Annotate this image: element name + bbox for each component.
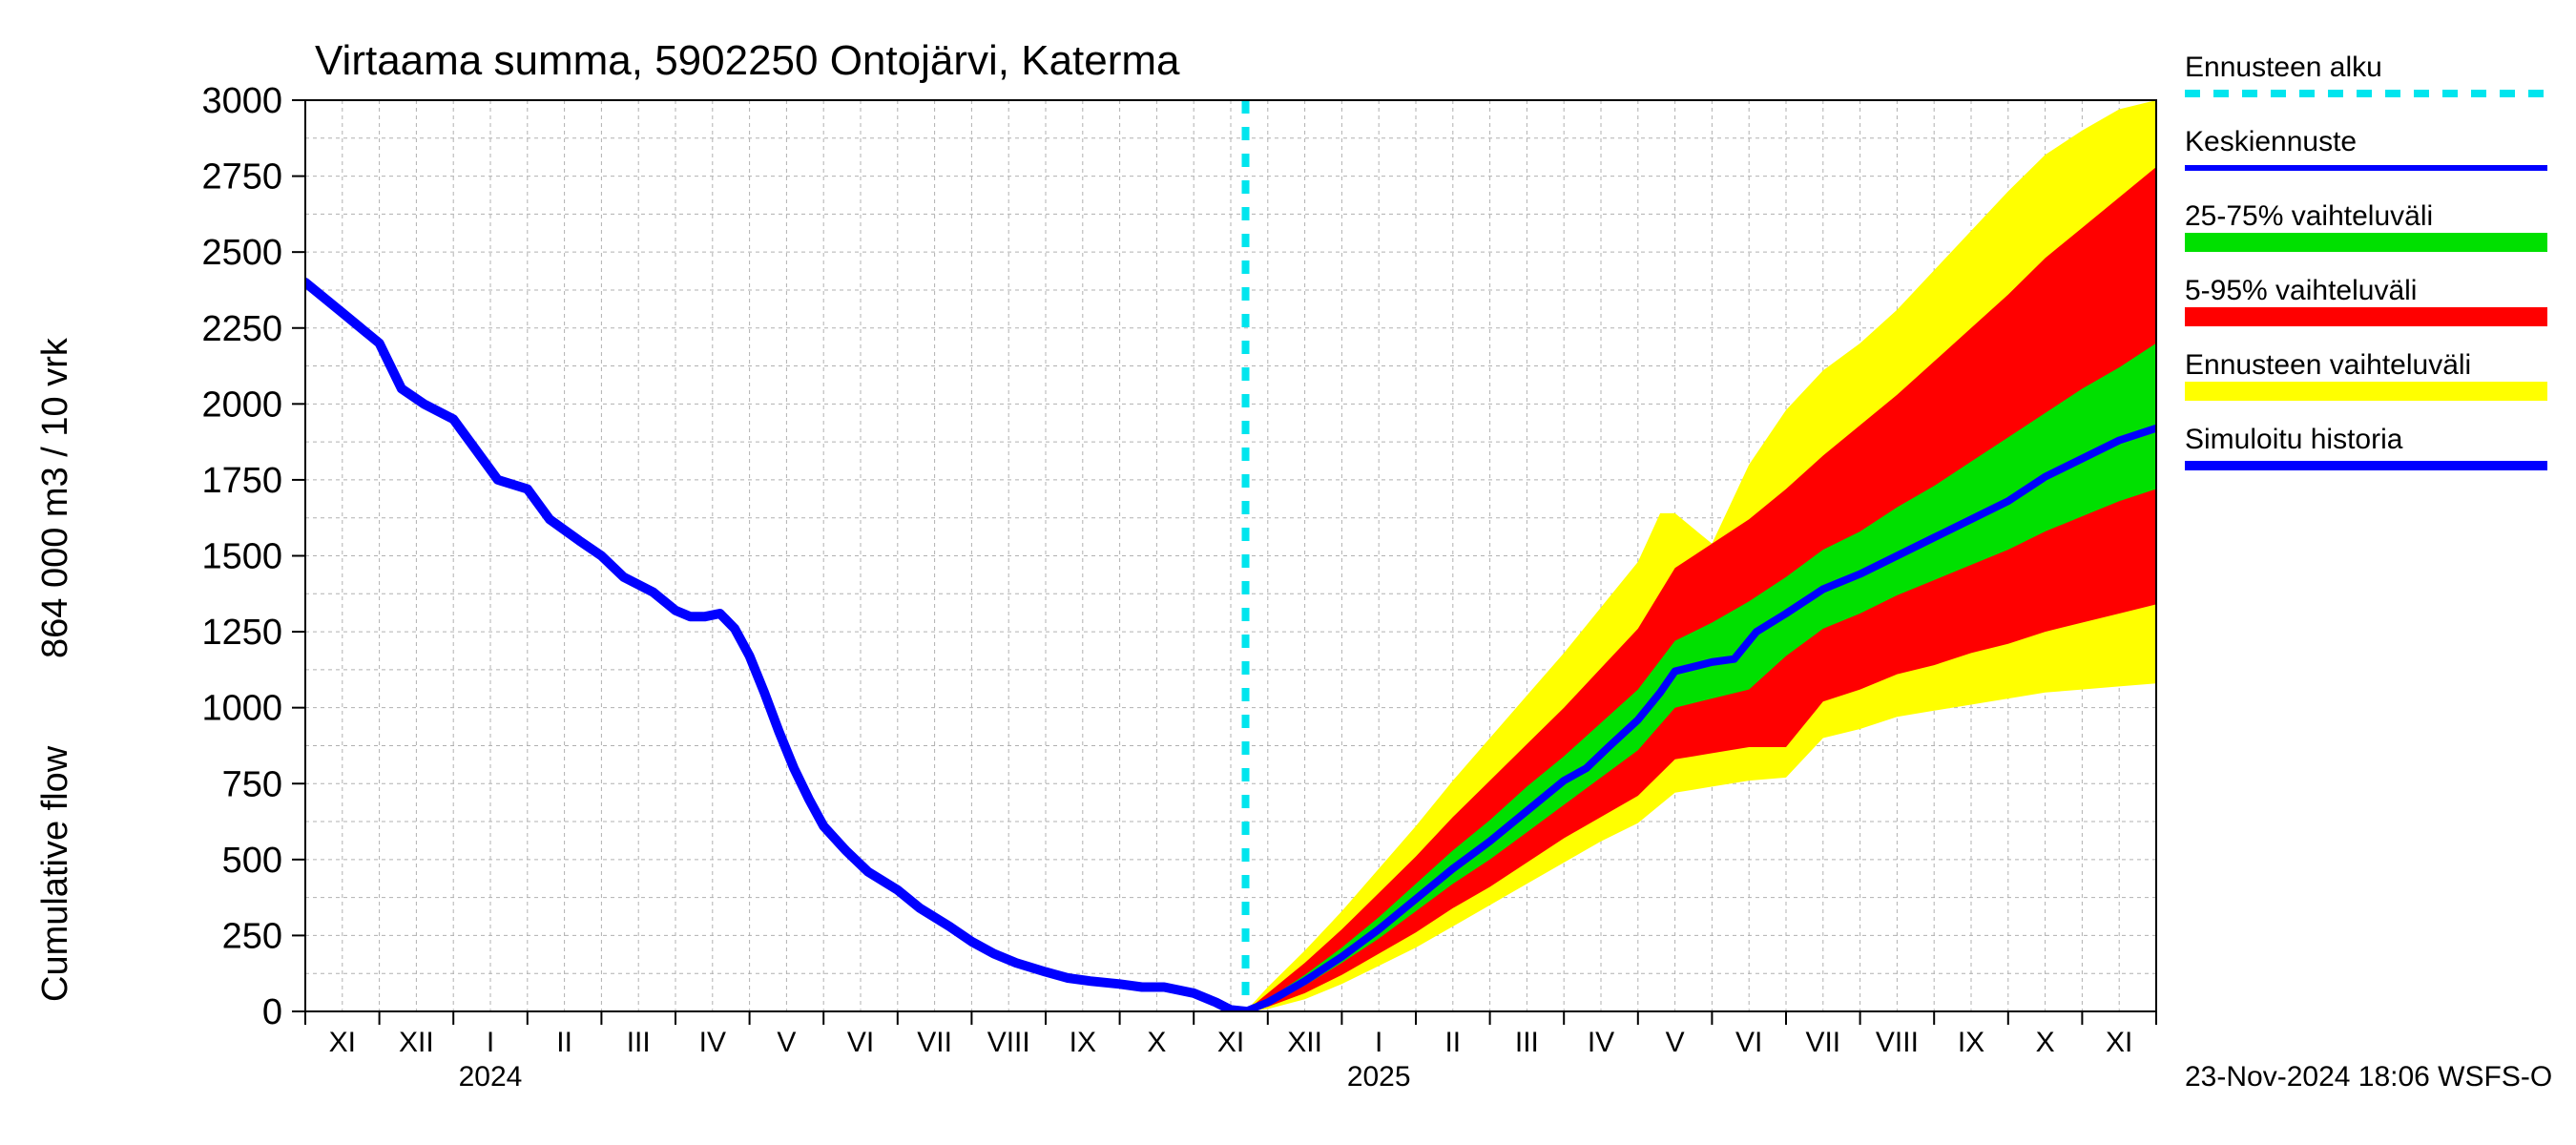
ytick-label: 3000 bbox=[201, 81, 282, 121]
ytick-label: 2000 bbox=[201, 385, 282, 425]
year-label: 2025 bbox=[1347, 1061, 1411, 1093]
xtick-label: V bbox=[777, 1027, 796, 1058]
legend-label: Keskiennuste bbox=[2185, 126, 2357, 157]
ytick-label: 1250 bbox=[201, 613, 282, 653]
xtick-label: VI bbox=[847, 1027, 874, 1058]
xtick-label: III bbox=[1515, 1027, 1539, 1058]
footer-timestamp: 23-Nov-2024 18:06 WSFS-O bbox=[2185, 1061, 2552, 1093]
xtick-label: II bbox=[556, 1027, 572, 1058]
ytick-label: 1500 bbox=[201, 537, 282, 577]
legend-label: 5-95% vaihteluväli bbox=[2185, 275, 2417, 306]
xtick-label: XII bbox=[399, 1027, 434, 1058]
legend-label: 25-75% vaihteluväli bbox=[2185, 200, 2433, 232]
chart-svg: 0 250 500 750 1000 1250 1500 1750 2000 2250 2500 27… bbox=[0, 0, 2576, 1145]
xtick-label: VIII bbox=[987, 1027, 1030, 1058]
xtick-label: XII bbox=[1287, 1027, 1322, 1058]
xtick-label: XI bbox=[329, 1027, 356, 1058]
xtick-label: II bbox=[1444, 1027, 1461, 1058]
ytick-label: 1750 bbox=[201, 461, 282, 501]
xtick-label: IX bbox=[1958, 1027, 1984, 1058]
ytick-label: 500 bbox=[222, 841, 282, 881]
xtick-label: XI bbox=[2106, 1027, 2132, 1058]
chart-title: Virtaama summa, 5902250 Ontojärvi, Kater… bbox=[315, 37, 1180, 84]
legend-label: Ennusteen vaihteluväli bbox=[2185, 349, 2471, 381]
xtick-label: IV bbox=[699, 1027, 726, 1058]
xtick-label: VII bbox=[917, 1027, 952, 1058]
ytick-label: 2250 bbox=[201, 309, 282, 349]
xtick-label: VI bbox=[1735, 1027, 1762, 1058]
y-axis-label-1: Cumulative flow bbox=[35, 745, 75, 1002]
ytick-label: 2750 bbox=[201, 157, 282, 198]
year-label: 2024 bbox=[459, 1061, 523, 1093]
xtick-label: VIII bbox=[1876, 1027, 1919, 1058]
xtick-label: I bbox=[1375, 1027, 1382, 1058]
ytick-label: 750 bbox=[222, 764, 282, 804]
ytick-label: 250 bbox=[222, 916, 282, 956]
xtick-label: X bbox=[2036, 1027, 2055, 1058]
legend-label: Simuloitu historia bbox=[2185, 424, 2403, 455]
ytick-label: 1000 bbox=[201, 689, 282, 729]
xtick-label: III bbox=[627, 1027, 651, 1058]
xtick-label: I bbox=[487, 1027, 494, 1058]
xtick-label: XI bbox=[1217, 1027, 1244, 1058]
xtick-label: IV bbox=[1588, 1027, 1614, 1058]
legend-label: Ennusteen alku bbox=[2185, 52, 2382, 83]
ytick-label: 0 bbox=[262, 992, 282, 1032]
xtick-label: X bbox=[1147, 1027, 1166, 1058]
ytick-label: 2500 bbox=[201, 233, 282, 273]
xtick-label: VII bbox=[1805, 1027, 1840, 1058]
xtick-label: V bbox=[1666, 1027, 1685, 1058]
xtick-label: IX bbox=[1070, 1027, 1096, 1058]
y-axis-label-2: 864 000 m3 / 10 vrk bbox=[35, 337, 75, 658]
